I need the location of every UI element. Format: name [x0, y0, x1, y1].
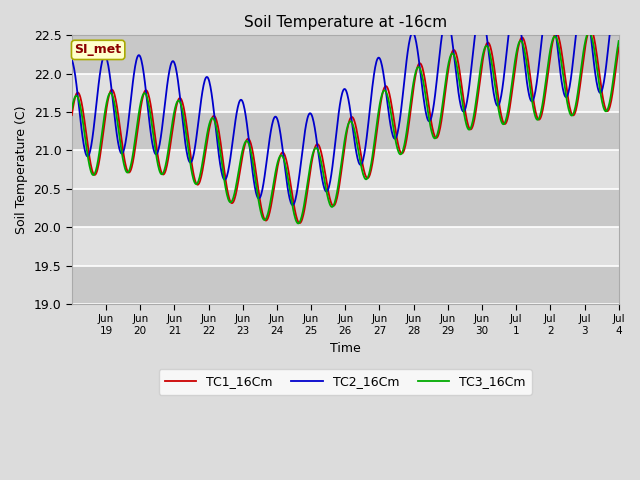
- TC2_16Cm: [170, 59, 177, 64]
- TC3_16Cm: [585, 29, 593, 35]
- TC1_16Cm: [68, 112, 76, 118]
- X-axis label: Time: Time: [330, 341, 361, 355]
- TC1_16Cm: [296, 220, 303, 226]
- TC3_16Cm: [170, 114, 177, 120]
- Line: TC3_16Cm: TC3_16Cm: [72, 32, 619, 223]
- TC1_16Cm: [170, 121, 177, 127]
- TC3_16Cm: [391, 132, 399, 138]
- Bar: [72, 36, 619, 74]
- Line: TC1_16Cm: TC1_16Cm: [72, 29, 619, 223]
- Text: SI_met: SI_met: [75, 43, 122, 56]
- Title: Soil Temperature at -16cm: Soil Temperature at -16cm: [244, 15, 447, 30]
- TC3_16Cm: [294, 220, 302, 226]
- TC2_16Cm: [596, 90, 604, 96]
- Bar: [72, 189, 619, 227]
- TC1_16Cm: [295, 220, 303, 226]
- Bar: [72, 227, 619, 265]
- TC2_16Cm: [289, 202, 296, 208]
- TC2_16Cm: [391, 136, 399, 142]
- TC1_16Cm: [589, 29, 596, 35]
- TC1_16Cm: [94, 164, 102, 170]
- TC1_16Cm: [586, 26, 594, 32]
- TC3_16Cm: [296, 220, 303, 226]
- Bar: [72, 74, 619, 112]
- TC1_16Cm: [615, 45, 623, 50]
- TC2_16Cm: [296, 172, 303, 178]
- TC2_16Cm: [94, 86, 102, 92]
- TC3_16Cm: [597, 93, 605, 99]
- Y-axis label: Soil Temperature (C): Soil Temperature (C): [15, 106, 28, 234]
- TC2_16Cm: [588, 42, 596, 48]
- TC2_16Cm: [68, 57, 76, 63]
- TC1_16Cm: [391, 121, 399, 127]
- Bar: [72, 265, 619, 304]
- Legend: TC1_16Cm, TC2_16Cm, TC3_16Cm: TC1_16Cm, TC2_16Cm, TC3_16Cm: [159, 369, 532, 395]
- TC3_16Cm: [615, 38, 623, 44]
- TC1_16Cm: [597, 83, 605, 89]
- TC3_16Cm: [589, 37, 596, 43]
- Bar: [72, 112, 619, 150]
- TC3_16Cm: [68, 106, 76, 112]
- TC3_16Cm: [94, 157, 102, 163]
- Line: TC2_16Cm: TC2_16Cm: [72, 0, 619, 205]
- Bar: [72, 150, 619, 189]
